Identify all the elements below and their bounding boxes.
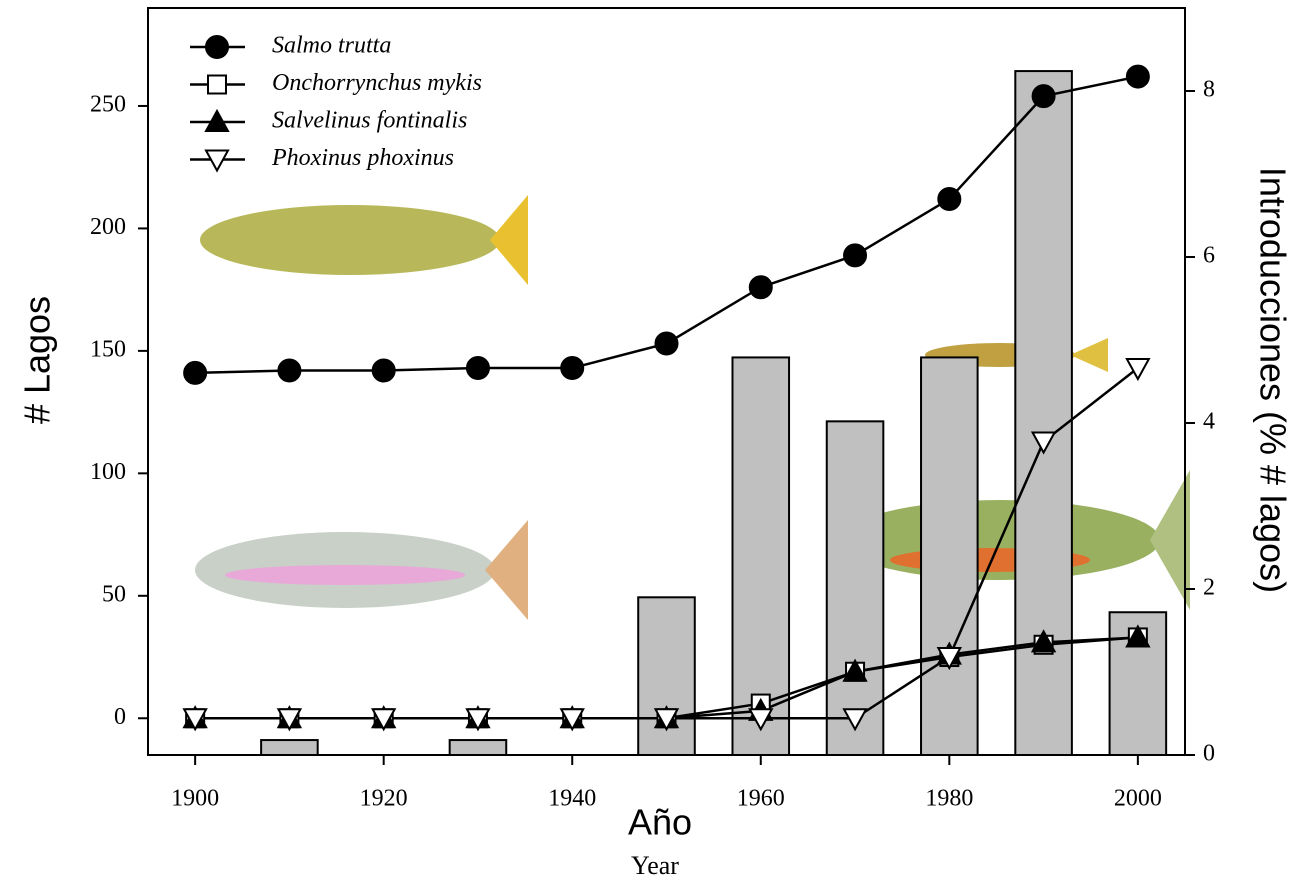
y2-tick-label: 0 bbox=[1203, 741, 1215, 767]
point bbox=[465, 708, 491, 732]
x-tick-label: 1940 bbox=[548, 786, 596, 812]
point bbox=[937, 187, 962, 212]
point bbox=[1125, 624, 1151, 648]
point bbox=[1031, 84, 1056, 109]
y2-tick-label: 6 bbox=[1203, 243, 1215, 269]
y-tick-label: 200 bbox=[90, 214, 126, 240]
x-tick-label: 1960 bbox=[737, 786, 785, 812]
point bbox=[559, 708, 585, 732]
y-tick-label: 150 bbox=[90, 336, 126, 362]
legend-marker bbox=[204, 149, 230, 173]
legend-label: Salmo trutta bbox=[272, 33, 391, 59]
fish-illustration bbox=[200, 205, 500, 275]
legend-label: Onchorrynchus mykis bbox=[272, 70, 482, 96]
x-axis-title: Año bbox=[628, 802, 692, 843]
point bbox=[183, 360, 208, 385]
bar bbox=[920, 356, 979, 756]
fish-illustration bbox=[1070, 338, 1108, 372]
point bbox=[465, 356, 490, 381]
fish-illustration bbox=[225, 565, 465, 585]
point bbox=[1030, 629, 1057, 653]
fish-illustration bbox=[490, 195, 528, 285]
point bbox=[843, 243, 868, 268]
bar bbox=[448, 739, 508, 756]
legend-label: Salvelinus fontinalis bbox=[272, 108, 467, 134]
x-tick-label: 2000 bbox=[1114, 786, 1162, 812]
point bbox=[371, 358, 396, 383]
y-tick-label: 0 bbox=[114, 704, 126, 730]
x-tick-label: 1900 bbox=[171, 786, 219, 812]
point bbox=[182, 708, 208, 732]
point bbox=[277, 358, 302, 383]
legend-marker bbox=[205, 35, 229, 59]
point bbox=[1030, 431, 1057, 455]
legend-marker bbox=[207, 74, 227, 95]
fish-illustration bbox=[1150, 470, 1190, 610]
y-tick-label: 50 bbox=[102, 581, 126, 607]
legend-label: Phoxinus phoxinus bbox=[271, 145, 454, 171]
point bbox=[748, 275, 773, 300]
point bbox=[936, 647, 963, 671]
point bbox=[276, 708, 303, 732]
point bbox=[370, 708, 397, 732]
y-axis-title: # Lagos bbox=[17, 296, 58, 424]
y2-tick-label: 2 bbox=[1203, 575, 1215, 601]
x-tick-label: 1920 bbox=[360, 786, 408, 812]
y2-tick-label: 8 bbox=[1203, 77, 1215, 103]
x-tick-label: 1980 bbox=[925, 786, 973, 812]
point bbox=[842, 708, 868, 732]
bar bbox=[637, 596, 696, 756]
y2-axis-title: Introducciones (% # lagos) bbox=[1252, 167, 1293, 593]
legend-marker bbox=[204, 108, 230, 132]
point bbox=[560, 356, 585, 381]
point bbox=[1125, 358, 1151, 382]
y2-tick-label: 4 bbox=[1203, 409, 1215, 435]
y-tick-label: 100 bbox=[90, 459, 126, 485]
bar bbox=[825, 420, 885, 756]
point bbox=[748, 708, 774, 732]
x-axis-subtitle: Year bbox=[631, 851, 679, 880]
bar bbox=[731, 356, 791, 756]
point bbox=[654, 331, 679, 356]
point bbox=[842, 658, 868, 682]
y-tick-label: 250 bbox=[90, 91, 126, 117]
bar bbox=[260, 739, 319, 756]
point bbox=[653, 708, 680, 732]
fish-illustration bbox=[485, 520, 528, 620]
point bbox=[1125, 64, 1150, 89]
